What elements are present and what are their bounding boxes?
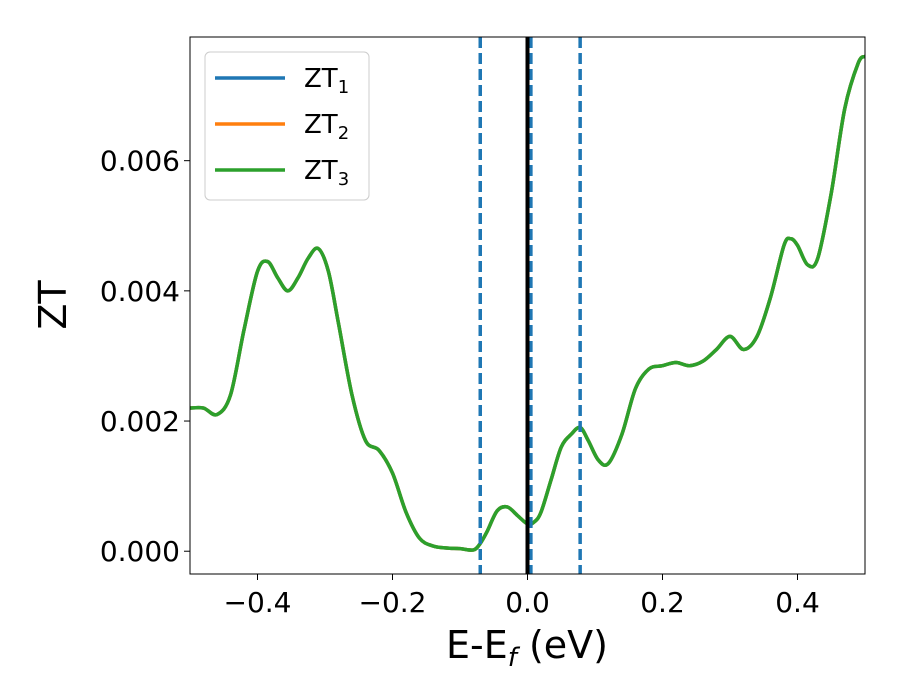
y-tick-label: 0.002 <box>100 405 180 438</box>
x-tick-label: 0.0 <box>505 586 550 619</box>
x-tick-label: 0.2 <box>640 586 685 619</box>
legend-label-zt3: ZT3 <box>304 156 349 190</box>
x-axis-label: E-Ef (eV) <box>446 623 608 673</box>
legend-label-zt2: ZT2 <box>304 110 349 144</box>
y-axis: 0.000 0.002 0.004 0.006 <box>100 145 190 568</box>
legend-box <box>204 51 370 201</box>
x-axis-label-unit: (eV) <box>517 623 608 667</box>
legend: ZT1 ZT2 ZT3 <box>204 51 370 201</box>
legend-label-zt1: ZT1 <box>304 64 349 98</box>
x-axis: −0.4 −0.2 0.0 0.2 0.4 <box>224 574 820 619</box>
x-tick-label: 0.4 <box>775 586 820 619</box>
vertical-lines <box>478 37 582 574</box>
y-tick-label: 0.004 <box>100 275 180 308</box>
y-axis-label: ZT <box>31 280 75 330</box>
x-tick-label: −0.4 <box>224 586 292 619</box>
y-tick-label: 0.000 <box>100 535 180 568</box>
y-tick-label: 0.006 <box>100 145 180 178</box>
x-tick-label: −0.2 <box>359 586 427 619</box>
